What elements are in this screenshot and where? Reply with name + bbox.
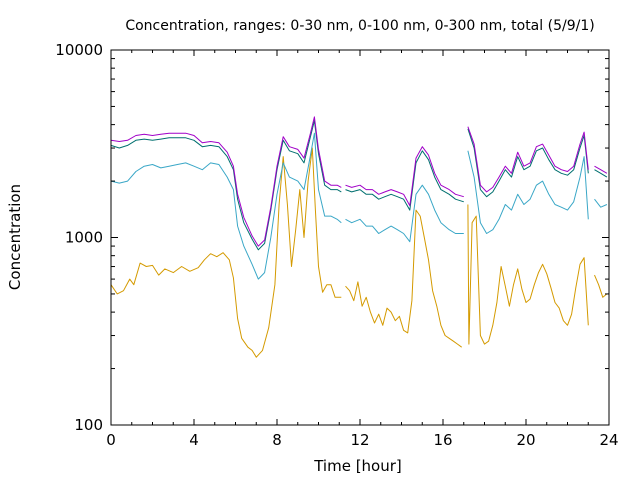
y-axis-title: Concentration — [6, 184, 24, 290]
chart-title: Concentration, ranges: 0-30 nm, 0-100 nm… — [125, 18, 594, 34]
plot-frame — [110, 49, 610, 426]
series-line-1 — [110, 147, 608, 358]
x-tick-label: 20 — [516, 431, 535, 449]
y-tick-label: 10000 — [55, 41, 103, 59]
x-tick-label: 24 — [599, 431, 618, 449]
series-line-2 — [110, 132, 608, 280]
x-axis-title: Time [hour] — [313, 457, 402, 475]
axis-ticks: 0 4 8 12 16 20 24 100 1000 10000 — [55, 41, 618, 449]
plot-area — [110, 116, 608, 358]
series-line-4 — [110, 116, 608, 247]
x-tick-label: 12 — [350, 431, 369, 449]
y-tick-label: 100 — [74, 416, 103, 434]
x-tick-label: 8 — [272, 431, 282, 449]
x-tick-label: 0 — [106, 431, 116, 449]
x-tick-label: 4 — [189, 431, 199, 449]
x-tick-label: 16 — [433, 431, 452, 449]
series-line-3 — [110, 120, 608, 251]
y-tick-label: 1000 — [65, 229, 103, 247]
